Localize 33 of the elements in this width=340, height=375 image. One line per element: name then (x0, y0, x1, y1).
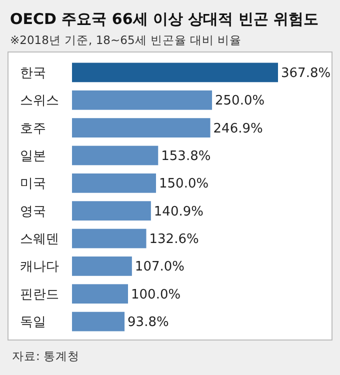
y-tick-label: 스웨덴 (20, 232, 59, 248)
data-label: 153.8% (161, 149, 211, 164)
data-label: 246.9% (213, 121, 263, 136)
y-tick-label: 한국 (20, 66, 46, 82)
data-label: 367.8% (281, 66, 331, 82)
y-tick-label: 일본 (20, 149, 46, 164)
y-tick-label: 호주 (20, 121, 46, 136)
y-tick-label: 스위스 (20, 94, 59, 109)
bar (72, 90, 212, 110)
bar (72, 312, 125, 332)
bar (72, 173, 156, 193)
bar (72, 201, 151, 221)
data-label: 250.0% (215, 94, 265, 109)
data-label: 132.6% (149, 232, 199, 248)
bar (72, 62, 278, 82)
bar (72, 118, 210, 138)
data-label: 150.0% (159, 176, 209, 192)
data-label: 93.8% (128, 315, 169, 330)
y-tick-label: 핀란드 (20, 287, 59, 302)
bar (72, 228, 146, 248)
bar (72, 146, 158, 166)
data-label: 100.0% (131, 287, 181, 302)
text: 자료: 통계청 (12, 349, 80, 363)
data-label: 107.0% (134, 260, 185, 275)
bar (72, 256, 132, 276)
data-label: 140.9% (154, 204, 204, 220)
y-tick-label: 영국 (20, 204, 46, 220)
chart-subtitle: ※2018년 기준, 18~65세 빈곤율 대비 비율 (10, 33, 242, 47)
bar (72, 284, 128, 304)
chart-title: OECD 주요국 66세 이상 상대적 빈곤 위험도 (10, 10, 319, 28)
y-tick-label: 캐나다 (20, 260, 59, 275)
y-tick-label: 독일 (20, 315, 46, 330)
y-tick-label: 미국 (20, 176, 46, 192)
